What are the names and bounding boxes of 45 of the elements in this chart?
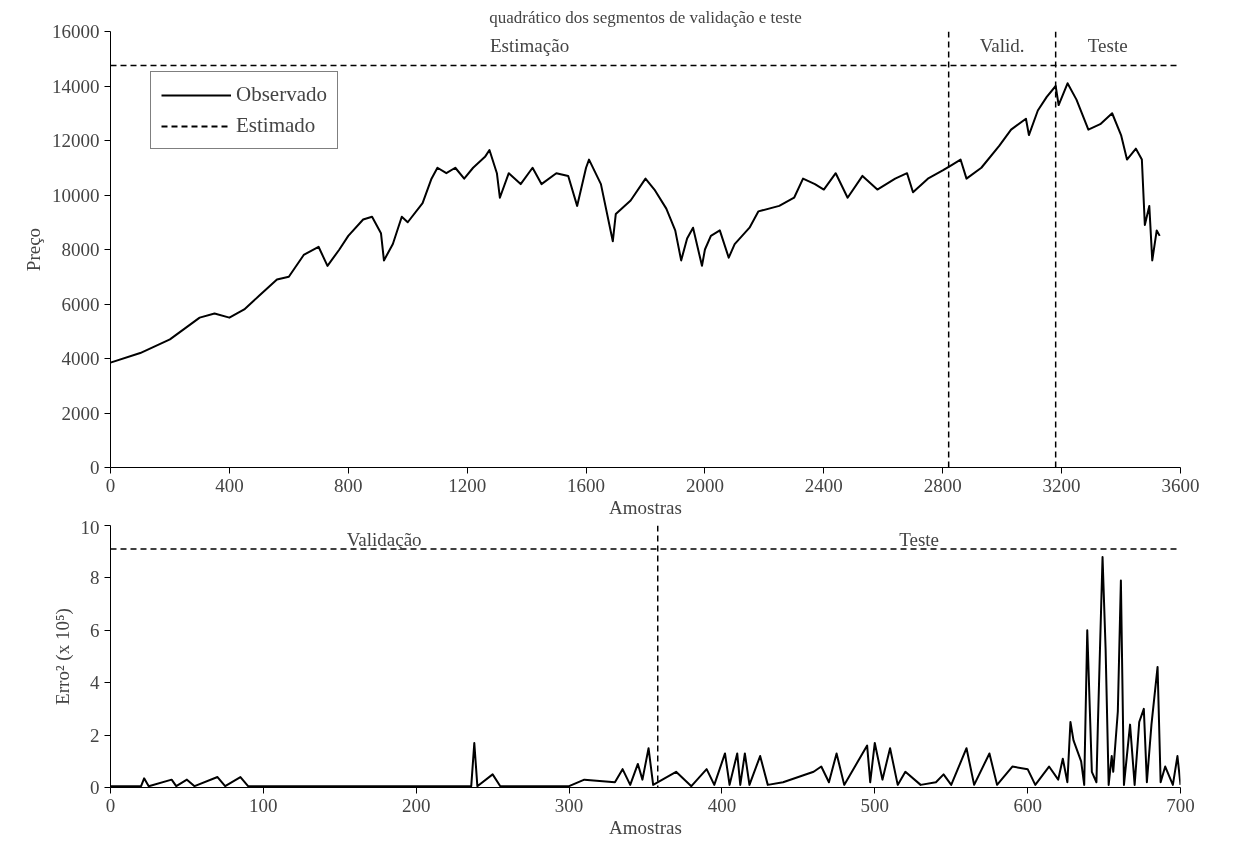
annotation: Estimação <box>490 34 570 56</box>
y-tick-label: 6 <box>90 619 100 641</box>
y-tick-label: 8000 <box>61 239 100 260</box>
annotation: Teste <box>1087 34 1128 56</box>
y-tick-label: 2 <box>90 724 100 746</box>
y-tick-label: 10 <box>80 516 100 538</box>
legend-label: Observado <box>236 82 327 107</box>
x-tick-label: 1600 <box>567 474 606 496</box>
y-tick-label: 6000 <box>61 293 100 315</box>
x-tick-label: 3600 <box>1161 474 1200 496</box>
y-tick-label: 8 <box>90 567 100 589</box>
x-tick-label: 3200 <box>1042 474 1081 496</box>
x-tick-label: 500 <box>860 794 890 816</box>
x-tick-label: 100 <box>249 794 278 816</box>
x-tick-label: 700 <box>1166 794 1195 816</box>
x-tick-label: 400 <box>215 474 244 496</box>
y-axis-title: Preço <box>23 227 44 272</box>
annotation: Validação <box>346 528 422 550</box>
x-tick-label: 300 <box>554 794 584 816</box>
x-tick-label: 600 <box>1013 794 1042 816</box>
y-tick-label: 10000 <box>52 184 100 206</box>
y-tick-label: 4000 <box>61 348 100 369</box>
y-tick-label: 0 <box>90 457 100 478</box>
x-tick-label: 0 <box>105 474 116 496</box>
x-tick-label: 2000 <box>685 474 724 496</box>
legend-label: Estimado <box>236 113 316 138</box>
y-tick-label: 12000 <box>52 130 100 151</box>
y-tick-label: 0 <box>90 777 100 798</box>
x-tick-label: 2400 <box>804 474 843 496</box>
annotation: Valid. <box>979 34 1025 56</box>
chart-title: quadrático dos segmentos de validação e teste <box>489 7 802 27</box>
x-tick-label: 200 <box>401 794 431 816</box>
x-axis-title: Amostras <box>609 816 682 838</box>
x-tick-label: 2800 <box>923 474 962 496</box>
annotation: Teste <box>899 528 940 550</box>
x-tick-label: 1200 <box>448 474 487 496</box>
x-tick-label: 0 <box>105 794 116 816</box>
x-tick-label: 800 <box>334 474 363 496</box>
x-tick-label: 400 <box>707 794 737 816</box>
y-axis-title: Erro² (x 10⁵) <box>51 608 74 705</box>
y-tick-label: 2000 <box>61 402 100 424</box>
y-tick-label: 4 <box>90 672 100 694</box>
x-axis-title: Amostras <box>609 496 682 518</box>
y-tick-label: 14000 <box>52 75 100 97</box>
y-tick-label: 16000 <box>52 21 100 42</box>
